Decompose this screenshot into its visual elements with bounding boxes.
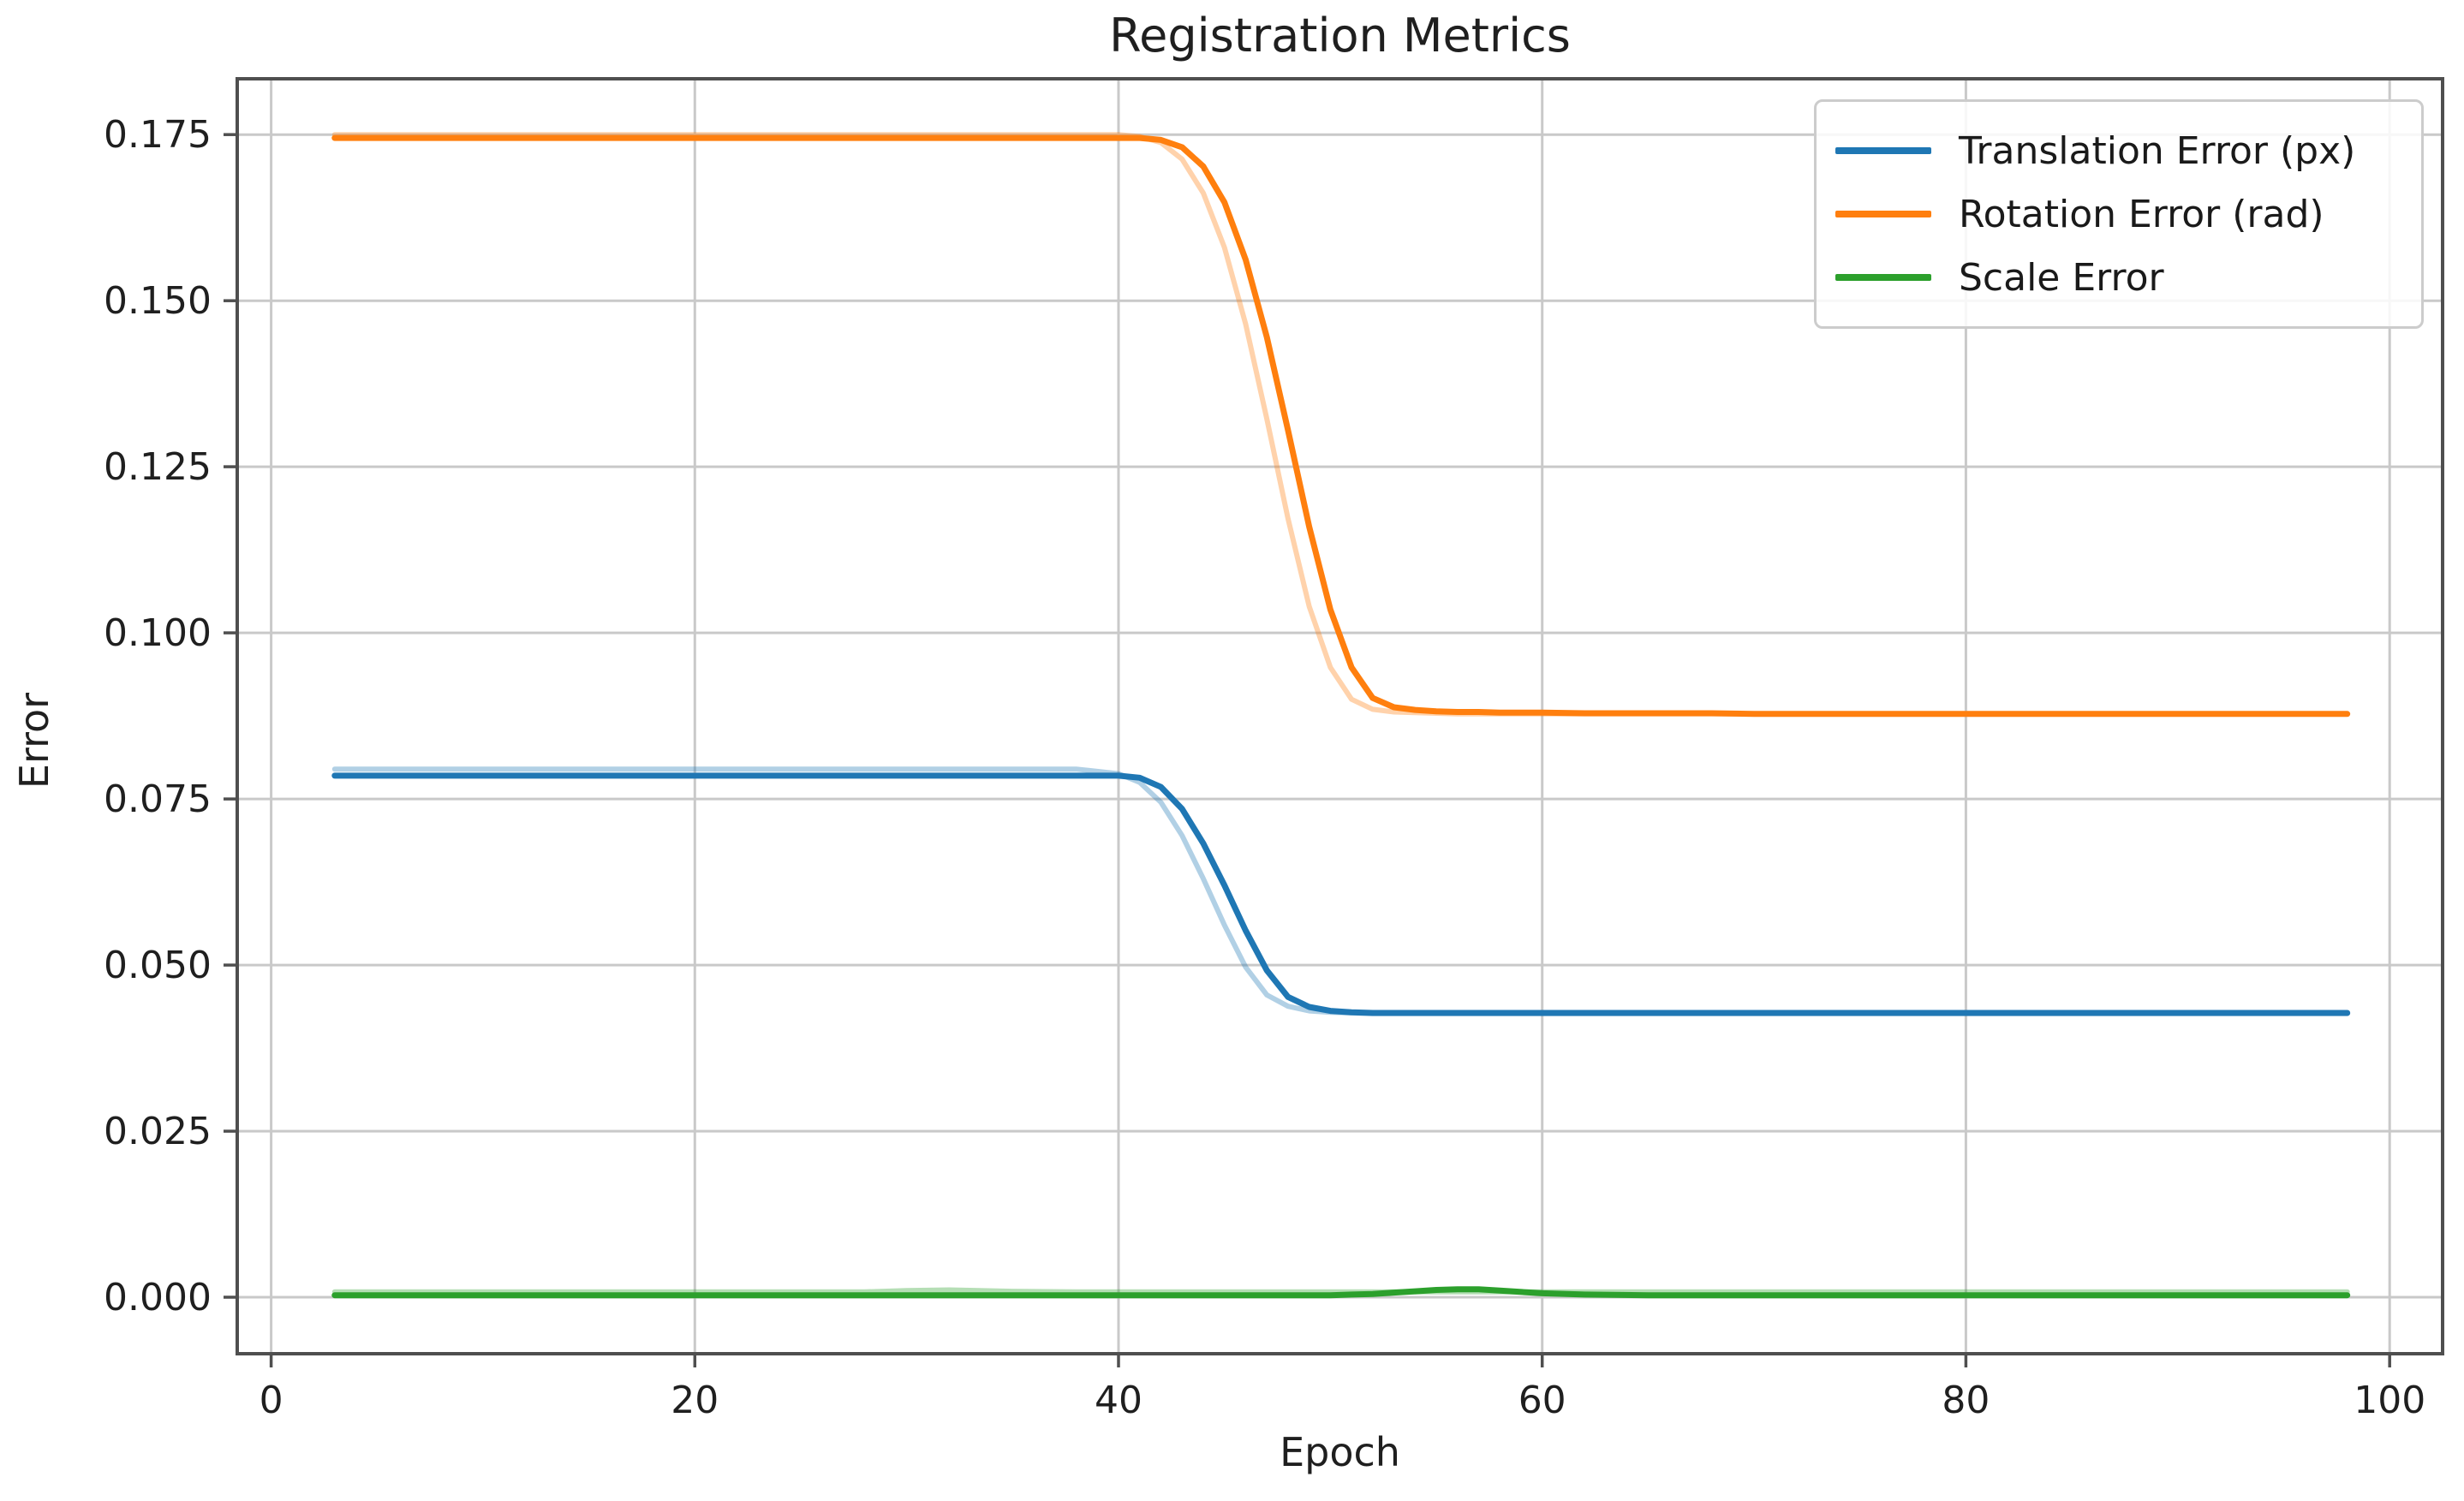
legend-item-scale-error: Scale Error	[1835, 246, 2406, 309]
legend-item-rotation-error: Rotation Error (rad)	[1835, 182, 2406, 246]
y-tick-label: 0.100	[104, 611, 212, 655]
y-tick-label: 0.025	[104, 1110, 212, 1153]
chart-title: Registration Metrics	[1109, 9, 1571, 63]
legend-line-swatch-orange	[1835, 211, 1931, 217]
legend-item-translation-error: Translation Error (px)	[1835, 119, 2406, 182]
x-tick-label: 20	[671, 1379, 719, 1422]
y-axis-label: Error	[11, 692, 57, 789]
x-axis-label: Epoch	[1280, 1429, 1400, 1475]
y-tick-label: 0.125	[104, 445, 212, 489]
axes-spines	[236, 77, 2444, 1355]
legend: Translation Error (px) Rotation Error (r…	[1814, 99, 2424, 329]
y-tick-label: 0.050	[104, 944, 212, 987]
y-tick-label: 0.075	[104, 777, 212, 821]
series-line-rotation-error-rad	[331, 134, 2351, 718]
series-line-translation-error-px	[331, 772, 2351, 1016]
legend-label: Rotation Error (rad)	[1959, 192, 2324, 236]
x-tick-label: 60	[1518, 1379, 1566, 1422]
legend-label: Translation Error (px)	[1959, 128, 2356, 173]
x-tick-label: 0	[260, 1379, 283, 1422]
y-tick-label: 0.000	[104, 1276, 212, 1319]
y-tick-label: 0.150	[104, 279, 212, 323]
legend-line-swatch-blue	[1835, 147, 1931, 154]
x-tick-label: 80	[1942, 1379, 1990, 1422]
series-line-scale-error	[331, 1286, 2351, 1299]
y-tick-label: 0.175	[104, 113, 212, 157]
legend-line-swatch-green	[1835, 274, 1931, 281]
series-raw-line-scale-error	[331, 1287, 2350, 1295]
x-tick-label: 100	[2354, 1379, 2425, 1422]
x-tick-label: 40	[1095, 1379, 1143, 1422]
legend-label: Scale Error	[1959, 255, 2164, 300]
series-raw-line-translation-error-px	[331, 766, 2350, 1016]
